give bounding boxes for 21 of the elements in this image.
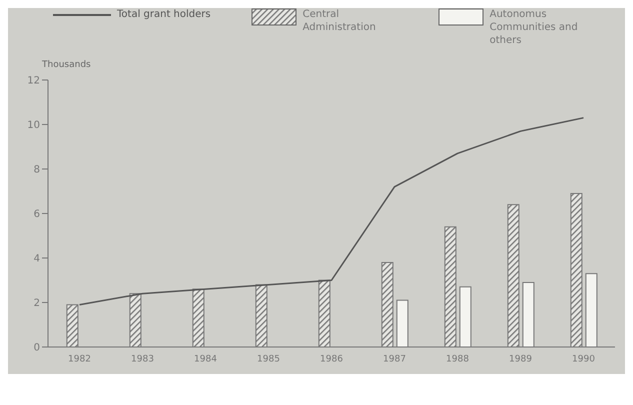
x-tick-label: 1982 [68,354,91,364]
x-tick-label: 1988 [446,354,470,364]
x-tick-label: 1989 [509,354,532,364]
y-axis-title: Thousands [41,60,92,72]
y-tick-label: 0 [34,342,40,354]
y-tick-label: 6 [34,209,40,220]
x-tick-label: 1984 [194,354,218,364]
legend-label: Autonomus Communities and others [490,8,579,47]
legend-label: Central Administration [302,8,377,34]
x-tick-label: 1987 [383,354,406,364]
y-tick-label: 2 [34,298,40,310]
y-tick-label: 4 [34,254,40,265]
x-tick-label: 1985 [257,354,280,364]
text: Total grant holders [117,8,211,21]
x-tick-label: 1983 [131,354,154,364]
y-tick-label: 8 [34,164,40,176]
x-tick-label: 1990 [572,354,596,364]
y-tick-label: 10 [27,120,40,132]
line-series [78,117,584,306]
x-tick-label: 1986 [320,354,344,364]
y-tick-label: 12 [27,76,40,87]
